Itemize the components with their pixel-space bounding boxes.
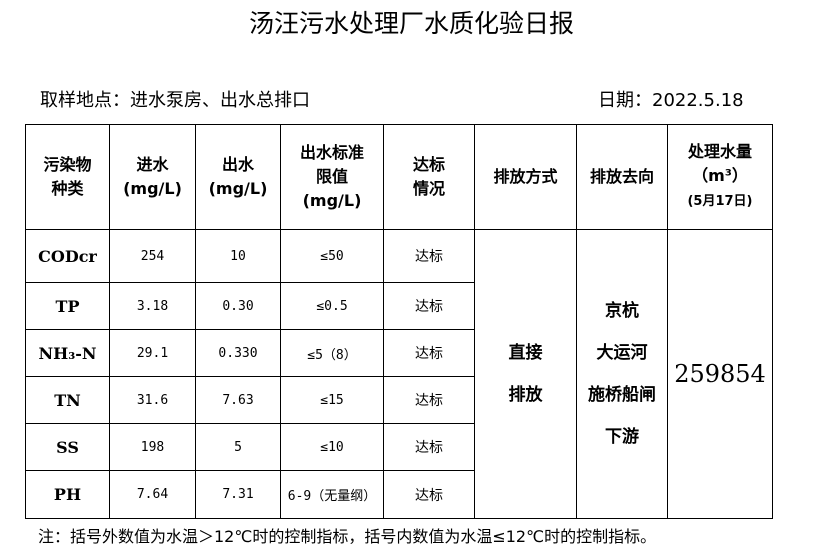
header-pollutant: 污染物 种类: [25, 124, 110, 230]
pollutant-name: CODcr: [25, 229, 110, 283]
table-row: NH₃-N 29.1 0.330 ≤5（8） 达标: [25, 329, 773, 377]
table-row: SS 198 5 ≤10 达标: [25, 423, 773, 471]
header-limit: 出水标准 限值 (mg/L): [280, 124, 384, 230]
status-value: 达标: [383, 282, 475, 330]
status-value: 达标: [383, 470, 475, 519]
inflow-value: 254: [109, 229, 196, 283]
header-method: 排放方式: [474, 124, 577, 230]
header-outflow: 出水 (mg/L): [195, 124, 281, 230]
outflow-value: 5: [195, 423, 281, 471]
limit-value: ≤10: [280, 423, 384, 471]
status-value: 达标: [383, 376, 475, 424]
inflow-value: 7.64: [109, 470, 196, 519]
limit-value: ≤15: [280, 376, 384, 424]
water-quality-table: 污染物 种类 进水 (mg/L) 出水 (mg/L) 出水标准 限值 (mg/L) 达标情…: [25, 124, 773, 519]
inflow-value: 198: [109, 423, 196, 471]
status-value: 达标: [383, 229, 475, 283]
pollutant-name: PH: [25, 470, 110, 519]
footnote: 注：括号外数值为水温＞12℃时的控制指标，括号内数值为水温≤12℃时的控制指标。: [38, 527, 657, 546]
treated-volume: 259854: [667, 229, 773, 519]
outflow-value: 10: [195, 229, 281, 283]
outflow-value: 7.31: [195, 470, 281, 519]
limit-value: ≤0.5: [280, 282, 384, 330]
outflow-value: 0.30: [195, 282, 281, 330]
table-row: PH 7.64 7.31 6-9（无量纲） 达标: [25, 470, 773, 519]
limit-value: 6-9（无量纲）: [280, 470, 384, 519]
inflow-value: 3.18: [109, 282, 196, 330]
table-row: TP 3.18 0.30 ≤0.5 达标: [25, 282, 773, 330]
outflow-value: 0.330: [195, 329, 281, 377]
report-title: 汤汪污水处理厂水质化验日报: [248, 9, 574, 38]
header-row: 污染物 种类 进水 (mg/L) 出水 (mg/L) 出水标准 限值 (mg/L) 达标情…: [25, 124, 773, 230]
outflow-value: 7.63: [195, 376, 281, 424]
header-inflow: 进水 (mg/L): [109, 124, 196, 230]
inflow-value: 29.1: [109, 329, 196, 377]
status-value: 达标: [383, 423, 475, 471]
limit-value: ≤5（8）: [280, 329, 384, 377]
header-volume: 处理水量 （m³） (5月17日): [667, 124, 773, 230]
table-row: CODcr 254 10 ≤50 达标 直接 排放 京杭 大运河 施桥船闸 下游 2598…: [25, 229, 773, 519]
discharge-destination: 京杭 大运河 施桥船闸 下游: [576, 229, 668, 519]
pollutant-name: TN: [25, 376, 110, 424]
inflow-value: 31.6: [109, 376, 196, 424]
limit-value: ≤50: [280, 229, 384, 283]
table-row: TN 31.6 7.63 ≤15 达标: [25, 376, 773, 424]
pollutant-name: NH₃-N: [25, 329, 110, 377]
report-date: 日期：2022.5.18: [598, 90, 744, 111]
sampling-location: 取样地点：进水泵房、出水总排口: [40, 90, 310, 111]
pollutant-name: TP: [25, 282, 110, 330]
header-destination: 排放去向: [576, 124, 668, 230]
header-status: 达标 情况: [383, 124, 475, 230]
pollutant-name: SS: [25, 423, 110, 471]
status-value: 达标: [383, 329, 475, 377]
discharge-method: 直接 排放: [474, 229, 577, 519]
